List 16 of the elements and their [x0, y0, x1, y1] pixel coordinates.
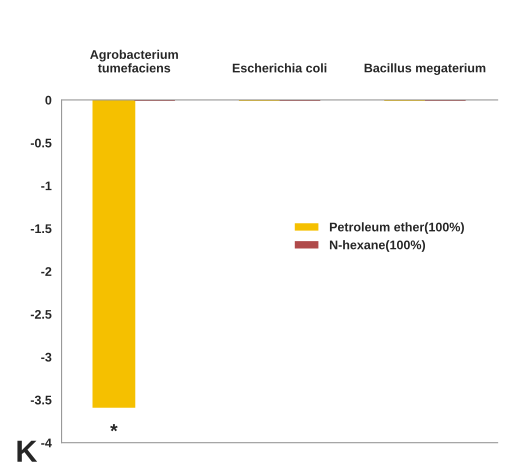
y-tick-label: -1.5	[30, 224, 52, 234]
y-tick-label: -2	[41, 267, 52, 276]
text: K	[17, 440, 38, 462]
y-tick-label: -4	[41, 438, 52, 448]
x-tick-label: Bacillus megaterium	[364, 63, 486, 75]
legend-label: N-hexane(100%)	[330, 240, 426, 252]
legend-label: Petroleum ether(100%)	[330, 222, 464, 234]
x-tick-label: Agrobacterium tumefaciens	[90, 50, 178, 72]
y-tick-label: 0	[45, 96, 52, 105]
y-tick-label: -0.5	[30, 138, 52, 148]
y-tick-label: -3.5	[30, 396, 52, 405]
y-tick-label: -3	[41, 352, 52, 362]
y-tick-label: -1	[41, 182, 52, 190]
x-tick-label: Escherichia coli	[232, 63, 326, 72]
y-tick-label: -2.5	[30, 310, 52, 319]
annotation: *	[110, 424, 118, 432]
